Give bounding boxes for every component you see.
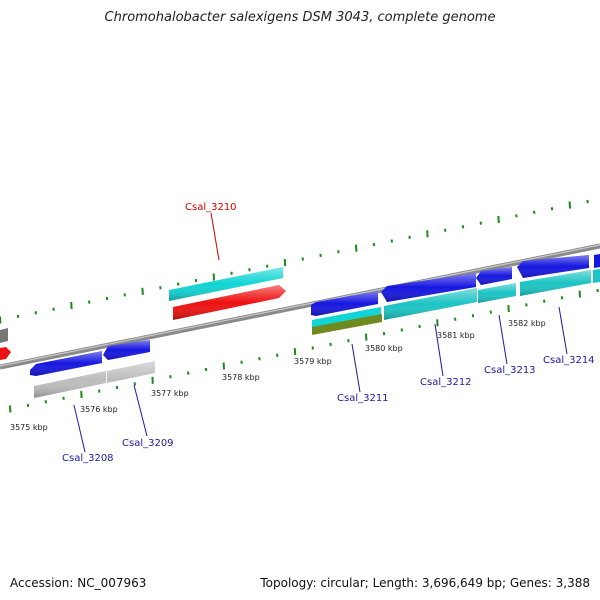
scale-label: 3582 kbp: [508, 319, 546, 328]
backbone-highlight: [0, 244, 600, 367]
scale-label: 3581 kbp: [437, 331, 475, 340]
gene-3211-olive: [312, 314, 382, 335]
leader-3214: [558, 306, 568, 355]
gene-label-3214: Csal_3214: [543, 355, 595, 366]
leader-3210: [210, 212, 220, 261]
cds-3213-shade: [476, 267, 512, 285]
gene-3211-cyan: [312, 307, 381, 328]
gene-label-3210: Csal_3210: [185, 202, 237, 213]
partial-gray-feature: [0, 328, 8, 343]
scale-labels: 3575 kbp 3576 kbp 3577 kbp 3578 kbp 3579…: [10, 319, 546, 432]
gene-label-3213: Csal_3213: [484, 365, 536, 376]
leader-3208: [73, 404, 86, 453]
gene-label-3212: Csal_3212: [420, 377, 472, 388]
gene-gray-shade: [34, 361, 155, 398]
scale-label: 3579 kbp: [294, 357, 332, 366]
scale-label: 3580 kbp: [365, 344, 403, 353]
gene-label-3208: Csal_3208: [62, 453, 114, 464]
scale-label: 3577 kbp: [151, 389, 189, 398]
scale-label: 3575 kbp: [10, 423, 48, 432]
upper-tick-track: [0, 199, 589, 324]
left-edge-features: [0, 328, 11, 360]
gene-labels: Csal_3210 Csal_3208 Csal_3209 Csal_3211 …: [62, 202, 595, 464]
leader-3211: [351, 343, 361, 393]
cds-3209-shade: [103, 340, 150, 360]
cds-3211-shade: [311, 291, 378, 316]
cds-right-partial: [594, 254, 600, 268]
gene-3212-shade: [384, 288, 477, 320]
genome-summary-text: Topology: circular; Length: 3,696,649 bp…: [260, 576, 590, 590]
cds-3210-red-shade: [173, 285, 286, 320]
backbone-line: [0, 243, 600, 370]
map-title: Chromohalobacter salexigens DSM 3043, co…: [104, 10, 496, 25]
label-leaders: [73, 212, 568, 453]
partial-red-feature: [0, 347, 11, 360]
gene-label-3211: Csal_3211: [337, 393, 389, 404]
scale-label: 3578 kbp: [222, 373, 260, 382]
gene-3214-shade: [520, 270, 591, 296]
leader-3212: [434, 323, 444, 377]
accession-text: Accession: NC_007963: [10, 576, 147, 590]
cds-3212-shade: [381, 273, 476, 302]
gene-3213-shade: [478, 283, 516, 303]
gene-3210-cyan-shade: [169, 267, 283, 301]
leader-3213: [498, 314, 508, 365]
lower-tick-track: [9, 288, 599, 413]
cds-3208-shade: [30, 351, 102, 376]
scale-label: 3576 kbp: [80, 405, 118, 414]
cds-3214-shade: [517, 255, 589, 278]
gene-label-3209: Csal_3209: [122, 438, 174, 449]
gene-right-partial: [593, 269, 600, 283]
leader-3209: [133, 384, 148, 437]
gene-features: [30, 254, 600, 398]
